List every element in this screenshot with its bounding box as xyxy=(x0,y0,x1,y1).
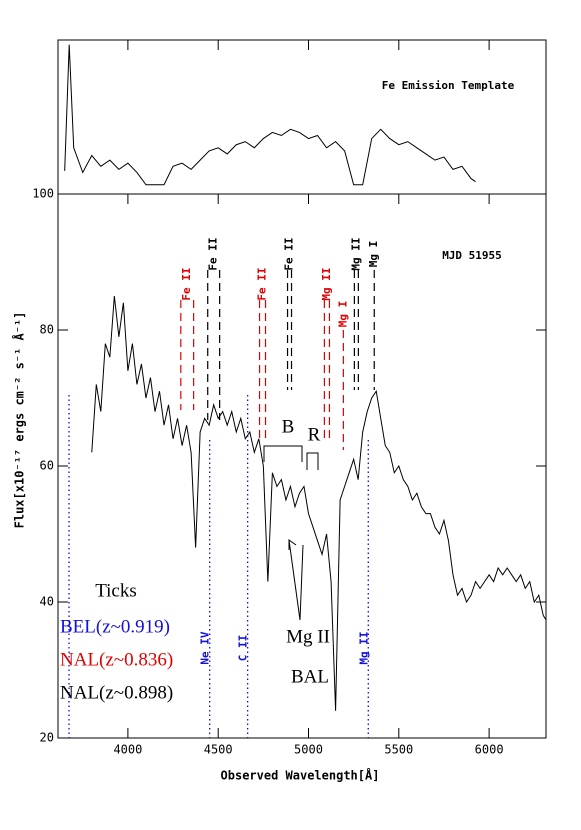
x-tick-label: 6000 xyxy=(475,743,504,757)
bel-label: Ne IV xyxy=(199,631,212,664)
bel-label: C II xyxy=(237,635,250,662)
y-tick-label: 20 xyxy=(40,731,54,745)
marker-label: Fe II xyxy=(207,237,220,270)
plot-area xyxy=(64,44,546,711)
x-tick-label: 4500 xyxy=(204,743,233,757)
top-title: Fe Emission Template xyxy=(382,79,515,92)
marker-label: Fe II xyxy=(283,237,296,270)
annotation: R xyxy=(308,424,321,445)
marker-label: Fe II xyxy=(180,267,193,300)
annotation: Mg II xyxy=(286,626,330,647)
template-line xyxy=(64,44,476,186)
legend-entry: BEL(z~0.919) xyxy=(60,616,170,637)
y-tick-label: 80 xyxy=(40,323,54,337)
marker-label: Mg II xyxy=(320,267,333,300)
spectrum-line xyxy=(91,295,546,711)
b-bracket xyxy=(263,445,303,462)
r-bracket xyxy=(306,452,319,470)
x-tick-label: 4000 xyxy=(113,743,142,757)
panel-title: MJD 51955 xyxy=(442,249,502,262)
x-tick-label: 5500 xyxy=(384,743,413,757)
marker-label: Mg II xyxy=(349,237,362,270)
marker-label: Mg I xyxy=(367,241,380,268)
y-axis-label: Flux[x10⁻¹⁷ ergs cm⁻² s⁻¹ Å⁻¹] xyxy=(12,312,27,529)
legend-entry: NAL(z~0.836) xyxy=(60,649,173,670)
x-tick-label: 5000 xyxy=(294,743,323,757)
y-tick-label: 60 xyxy=(40,459,54,473)
y-tick-label: 40 xyxy=(40,595,54,609)
legend-title: Ticks xyxy=(95,580,137,601)
arrowhead xyxy=(288,539,297,550)
marker-label: Mg I xyxy=(336,301,349,328)
annotation: B xyxy=(282,416,295,437)
y-tick-label: 100 xyxy=(32,187,54,201)
bel-label: Mg II xyxy=(357,631,370,664)
marker-label: Fe II xyxy=(256,267,269,300)
x-axis-label: Observed Wavelength[Å] xyxy=(221,768,380,783)
legend-entry: NAL(z~0.898) xyxy=(60,682,173,703)
arrow xyxy=(288,539,304,621)
annotation: BAL xyxy=(291,666,329,687)
bracket xyxy=(263,445,319,621)
top-frame xyxy=(57,39,547,195)
